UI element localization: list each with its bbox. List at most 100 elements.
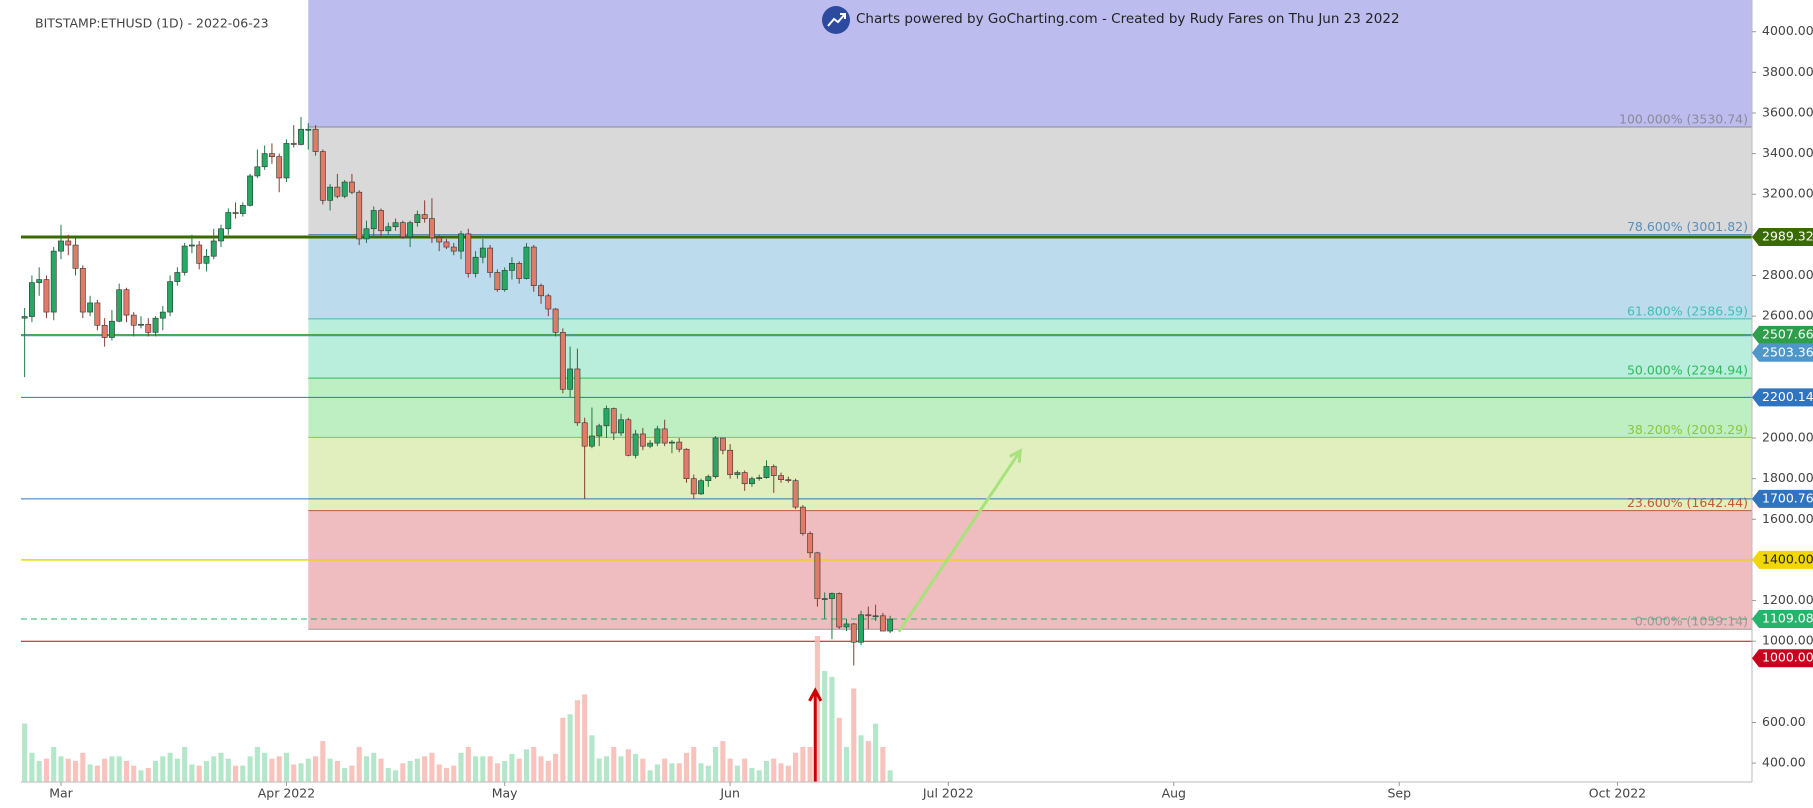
volume-bar [793, 752, 799, 782]
volume-bar [276, 756, 282, 782]
candle-body [727, 449, 734, 475]
candle-body [276, 156, 283, 179]
candle-body [879, 615, 886, 632]
volume-bar [880, 746, 886, 782]
volume-bar [873, 723, 879, 782]
volume-bar [196, 765, 202, 782]
candle-body [152, 317, 159, 333]
volume-bar [73, 760, 79, 782]
y-tick-label: 400.00 [1762, 755, 1806, 770]
candle-body [108, 320, 115, 338]
y-tick-label: 3800.00 [1762, 64, 1813, 79]
candle-body [603, 408, 610, 427]
price-label-text: 1000.00 [1762, 650, 1813, 665]
candle-body [719, 437, 726, 451]
x-tick-label: Aug [1162, 786, 1186, 801]
candle-body [792, 480, 799, 508]
x-tick-label: Oct 2022 [1589, 786, 1646, 801]
candle-body [596, 425, 603, 437]
y-tick-label: 1000.00 [1762, 633, 1813, 648]
volume-bar [473, 756, 479, 782]
volume-bar [29, 752, 35, 782]
candle-body [312, 128, 319, 152]
candle-body [836, 593, 843, 628]
candle-body [669, 441, 675, 444]
volume-bar [131, 765, 137, 782]
volume-bar [153, 760, 159, 782]
candle-body [123, 289, 130, 316]
candle-body [698, 480, 704, 495]
volume-bar [814, 636, 820, 782]
price-label-text: 2503.36 [1762, 344, 1813, 359]
candle-body [865, 614, 872, 617]
y-tick-label: 4000.00 [1762, 23, 1813, 38]
volume-bar [422, 756, 428, 782]
fib-zone [308, 318, 1752, 379]
volume-bar [283, 752, 290, 782]
candle-body [843, 623, 850, 628]
volume-bar [742, 758, 748, 782]
price-label-text: 1109.08 [1762, 611, 1813, 626]
volume-bar [254, 746, 260, 782]
chart-title: BITSTAMP:ETHUSD (1D) - 2022-06-23 [35, 16, 269, 31]
volume-bar [334, 760, 340, 782]
candle-body [501, 270, 508, 291]
candle-body [65, 240, 72, 246]
volume-bar [80, 752, 86, 782]
volume-bar [887, 770, 893, 782]
candle-body [872, 615, 879, 618]
candle-body [305, 128, 312, 131]
candle-body [138, 323, 144, 326]
candle-body [763, 466, 770, 478]
candle-body [479, 247, 486, 258]
volume-bar [785, 765, 791, 782]
candle-body [392, 222, 399, 228]
candle-body [712, 437, 719, 477]
candle-body [407, 222, 414, 238]
y-tick-label: 1800.00 [1762, 470, 1813, 485]
candle-body [349, 181, 355, 193]
volume-bar [683, 752, 690, 782]
candle-body [443, 241, 450, 248]
candle-body [647, 442, 654, 447]
volume-bar [836, 717, 842, 782]
candle-body [552, 308, 559, 333]
volume-bar [400, 763, 406, 782]
fib-zone [308, 378, 1752, 438]
price-label: 1400.00 [1752, 550, 1813, 569]
candle-body [130, 314, 137, 326]
volume-bar [313, 756, 319, 782]
candle-body [145, 323, 152, 333]
volume-bar [22, 723, 28, 782]
candle-body [261, 153, 268, 168]
candle-body [247, 175, 254, 206]
y-tick-label: 600.00 [1762, 714, 1806, 729]
fib-label: 61.800% (2586.59) [1627, 303, 1748, 318]
volume-bar [589, 735, 595, 782]
volume-bar [516, 758, 522, 782]
candle-body [465, 233, 472, 274]
volume-bar [327, 758, 333, 782]
volume-bar [756, 770, 762, 782]
volume-bar [247, 756, 253, 782]
volume-bar [480, 756, 486, 782]
candle-body [799, 506, 806, 534]
price-label-text: 2989.32 [1762, 229, 1813, 244]
candle-body [676, 441, 683, 450]
volume-bar [538, 756, 544, 782]
volume-bar [618, 756, 624, 782]
fib-label: 100.000% (3530.74) [1619, 112, 1748, 127]
candle-body [734, 472, 741, 475]
candle-body [174, 272, 181, 282]
volume-bar [211, 756, 217, 782]
volume-bar [705, 765, 711, 782]
volume-bar [603, 756, 610, 782]
candle-body [574, 368, 581, 424]
fib-label: 38.200% (2003.29) [1627, 422, 1748, 437]
price-label: 1000.00 [1752, 649, 1813, 668]
volume-bar [443, 767, 450, 782]
volume-bar [502, 760, 508, 782]
candle-body [188, 244, 195, 247]
candle-body [690, 478, 697, 495]
candle-body [167, 281, 174, 313]
